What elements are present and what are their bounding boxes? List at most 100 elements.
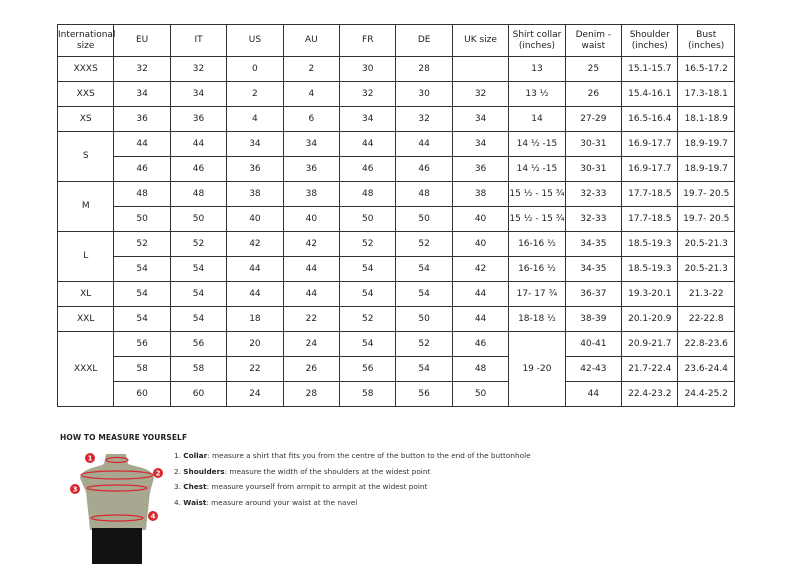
table-cell: 36 — [169, 106, 228, 132]
column-header: Denim - waist — [564, 24, 623, 57]
table-cell: 19.7- 20.5 — [677, 206, 735, 232]
table-cell: 17.7-18.5 — [621, 181, 679, 207]
marker-3: 3 — [73, 486, 78, 494]
table-cell: 22-22.8 — [677, 306, 735, 332]
table-cell: 14 ½ -15 — [508, 131, 566, 157]
size-label-cell: S — [56, 131, 115, 182]
table-cell: 48 — [169, 181, 228, 207]
table-cell: 54 — [339, 256, 397, 282]
step-waist: 4. Waist: measure around your waist at t… — [174, 497, 358, 507]
table-cell: 40 — [226, 206, 284, 232]
table-cell: 56 — [395, 381, 453, 407]
table-cell: 18.5-19.3 — [621, 256, 679, 282]
header-row: International size EU IT US AU FR DE UK size Shi… — [56, 24, 735, 57]
table-cell: 6 — [282, 106, 341, 132]
size-label-cell: XXL — [56, 306, 115, 332]
table-cell: 34 — [451, 131, 510, 157]
table-cell: 42-43 — [564, 356, 623, 382]
table-cell: 13 — [508, 56, 566, 82]
table-cell: 28 — [395, 56, 453, 82]
table-cell: 30 — [395, 81, 453, 107]
table-cell: 44 — [451, 306, 510, 332]
table-cell: 20.5-21.3 — [677, 256, 735, 282]
table-cell: 27-29 — [564, 106, 623, 132]
waist-line — [90, 514, 144, 522]
section-title: HOW TO MEASURE YOURSELF — [60, 433, 188, 442]
table-cell: 44 — [395, 131, 453, 157]
table-cell: 40 — [282, 206, 341, 232]
table-row: L 52 52 42 42 52 52 40 16-16 ½ 34-35 18.5-19.3 20.5… — [56, 231, 735, 282]
table-cell: 13 ½ — [508, 81, 566, 107]
column-header: AU — [282, 24, 341, 57]
table-cell: 54 — [169, 281, 228, 307]
table-cell: 46 — [113, 156, 171, 182]
shoulder-line — [80, 470, 154, 480]
table-cell: 54 — [395, 281, 453, 307]
table-cell: 56 — [169, 331, 228, 357]
table-cell: 60 — [113, 381, 171, 407]
table-cell: 44 — [282, 281, 341, 307]
table-row: XXS 34 34 2 4 32 30 32 13 ½ 26 15.4-16.1 17.3-18.1 — [56, 81, 735, 107]
table-cell: 4 — [226, 106, 284, 132]
table-cell: 38-39 — [564, 306, 623, 332]
size-label-cell: L — [56, 231, 115, 282]
table-cell: 15.1-15.7 — [621, 56, 679, 82]
table-cell: 32 — [113, 56, 171, 82]
column-header: Bust (inches) — [677, 24, 735, 57]
marker-4: 4 — [151, 513, 156, 521]
table-cell: 36 — [113, 106, 171, 132]
body-measurement-figure: 1 2 3 4 — [70, 453, 163, 564]
table-cell: 0 — [226, 56, 284, 82]
table-cell: 34 — [339, 106, 397, 132]
table-cell: 34 — [113, 81, 171, 107]
table-cell: 54 — [113, 256, 171, 282]
table-cell: 60 — [169, 381, 228, 407]
step-chest: 3. Chest: measure yourself from armpit t… — [174, 482, 428, 491]
table-cell: 54 — [169, 306, 228, 332]
table-cell: 50 — [169, 206, 228, 232]
size-label-cell: XL — [56, 281, 115, 307]
table-row: 50 50 40 40 50 50 40 15 ½ - 15 ¾ 32-33 17.7-18.5 1… — [58, 206, 735, 232]
table-cell: 44 — [226, 281, 284, 307]
table-cell: 58 — [339, 381, 397, 407]
table-cell — [451, 56, 510, 82]
table-cell: 34 — [169, 81, 228, 107]
table-cell: 44 — [169, 131, 228, 157]
table-cell: 2 — [226, 81, 284, 107]
table-cell: 36 — [226, 156, 284, 182]
table-cell: 50 — [395, 206, 453, 232]
table-cell: 44 — [226, 256, 284, 282]
table-cell: 44 — [564, 381, 623, 407]
table-cell: 16.9-17.7 — [621, 156, 679, 182]
column-header: Shirt collar (inches) — [508, 24, 566, 57]
table-cell: 54 — [113, 306, 171, 332]
table-cell: 18.9-19.7 — [677, 156, 735, 182]
table-cell: 17.7-18.5 — [621, 206, 679, 232]
table-cell: 15.4-16.1 — [621, 81, 679, 107]
marker-1: 1 — [88, 455, 93, 463]
table-cell: 52 — [395, 331, 453, 357]
table-cell: 16.5-16.4 — [621, 106, 679, 132]
marker-2: 2 — [156, 470, 161, 478]
table-cell: 34-35 — [564, 231, 623, 257]
table-cell: 36-37 — [564, 281, 623, 307]
table-cell: 32 — [395, 106, 453, 132]
table-cell: 14 — [508, 106, 566, 132]
table-cell: 54 — [113, 281, 171, 307]
table-cell: 14 ½ -15 — [508, 156, 566, 182]
table-cell: 56 — [113, 331, 171, 357]
table-cell: 52 — [339, 231, 397, 257]
column-header: IT — [169, 24, 228, 57]
table-cell: 30-31 — [564, 131, 623, 157]
table-cell: 54 — [339, 281, 397, 307]
table-cell: 30 — [339, 56, 397, 82]
table-cell: 26 — [282, 356, 341, 382]
table-cell: 18.9-19.7 — [677, 131, 735, 157]
table-cell: 20.5-21.3 — [677, 231, 735, 257]
column-header: US — [226, 24, 284, 57]
table-cell: 52 — [113, 231, 171, 257]
how-to-measure-section: HOW TO MEASURE YOURSELF — [60, 433, 187, 442]
table-cell: 52 — [339, 306, 397, 332]
step-shoulders: 2. Shoulders: measure the width of the s… — [174, 466, 431, 476]
table-row: XS 36 36 4 6 34 32 34 14 27-29 16.5-16.4 18.1-18.9 — [56, 106, 735, 132]
